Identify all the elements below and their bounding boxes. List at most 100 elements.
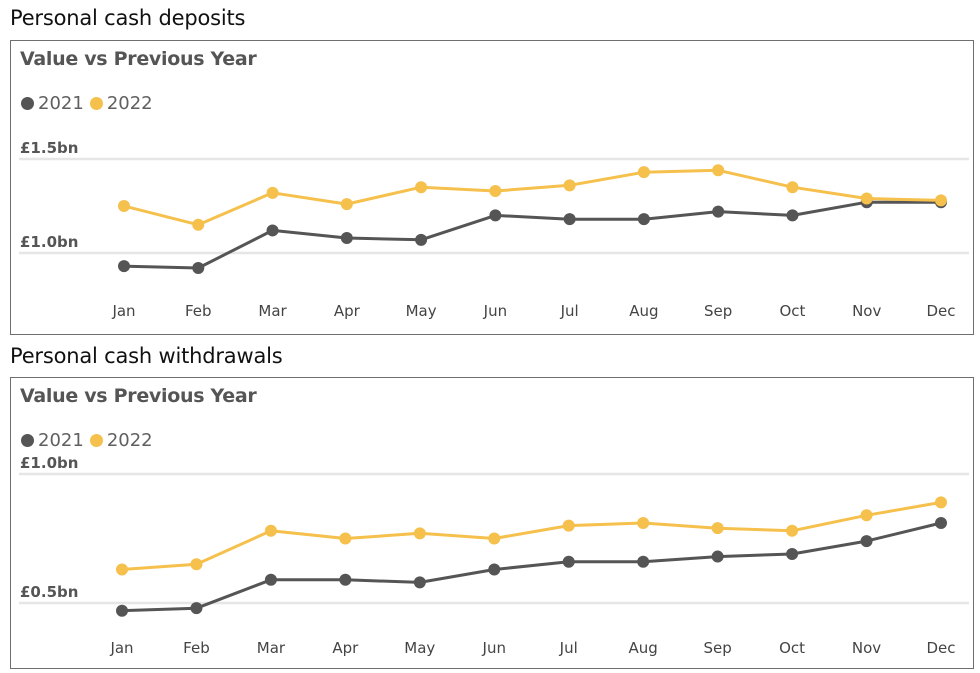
x-tick-label: Apr [332,639,359,657]
data-point-2021-jun [488,563,501,576]
data-point-2021-feb [190,602,203,615]
data-point-2022-dec [935,496,947,509]
data-point-2022-oct [786,524,799,537]
x-tick-label: Feb [185,302,212,320]
data-point-2022-aug [637,517,650,530]
x-tick-label: Oct [779,639,805,657]
legend-item-2021: 2021 [21,93,84,114]
data-point-2021-oct [786,209,799,222]
withdrawals-plot: £0.5bn £1.0bn Jan Feb Mar Apr May Jun Jul Aug Sep O… [19,454,969,657]
series-line-2022 [121,500,942,571]
withdrawals-panel-title: Value vs Previous Year [20,385,257,407]
y-tick-label: £1.5bn [20,139,78,157]
legend-marker-2022 [89,97,103,110]
x-tick-label: Sep [703,639,731,657]
x-tick-label: Oct [779,302,805,320]
x-tick-label: Aug [629,639,658,657]
deposits-plot: £1.0bn £1.5bn Jan Feb Mar Apr May Jun Jul Aug Sep O… [19,139,969,320]
y-tick-label: £0.5bn [20,583,78,601]
x-tick-label: Aug [629,302,658,320]
legend-label-2021: 2021 [38,93,84,114]
data-point-2022-jan [118,200,130,212]
data-point-2021-oct [786,547,799,560]
data-point-2022-may [413,527,426,540]
series-line-2021 [121,521,942,613]
x-tick-label: Jul [559,639,578,657]
withdrawals-section-title: Personal cash withdrawals [10,344,283,368]
data-point-2022-mar [264,524,277,537]
data-point-2021-apr [339,573,352,586]
legend-item-2022: 2022 [89,430,153,451]
y-tick-label: £1.0bn [20,454,78,472]
data-point-2022-jun [489,184,502,197]
x-tick-label: Jun [483,302,507,320]
data-point-2021-jun [489,209,502,222]
legend-item-2021: 2021 [21,430,84,451]
data-point-2022-feb [192,218,205,231]
x-tick-label: Jan [109,639,133,657]
data-point-2022-oct [786,181,799,194]
x-tick-label: Feb [183,639,210,657]
data-point-2021-nov [860,535,873,548]
legend-item-2022: 2022 [89,93,153,114]
data-point-2022-sep [711,522,724,535]
data-point-2022-apr [340,198,353,211]
data-point-2022-jan [116,563,128,576]
data-point-2022-jul [562,519,575,532]
deposits-panel-title: Value vs Previous Year [20,48,257,70]
deposits-chart-panel: Value vs Previous Year 2021 2022 £1.0bn £… [10,40,974,335]
x-tick-label: Jun [482,639,506,657]
x-tick-label: May [404,639,435,657]
data-point-2022-dec [935,194,947,207]
deposits-legend: 2021 2022 [21,93,159,114]
data-point-2022-sep [712,164,725,177]
data-point-2021-mar [264,573,277,586]
x-tick-label: Nov [852,302,881,320]
data-point-2021-may [415,233,428,246]
x-tick-label: May [406,302,437,320]
y-tick-label: £1.0bn [20,233,78,251]
withdrawals-chart-panel: Value vs Previous Year 2021 2022 £0.5bn £… [10,377,974,669]
data-point-2021-mar [266,224,279,237]
x-tick-label: Nov [852,639,881,657]
data-point-2022-mar [266,186,279,199]
deposits-section-title: Personal cash deposits [10,6,246,30]
data-point-2022-nov [860,192,873,205]
data-point-2021-dec [935,517,947,530]
data-point-2021-aug [637,555,650,568]
data-point-2022-apr [339,532,352,545]
data-point-2022-jul [563,179,576,192]
data-point-2021-may [413,576,426,589]
x-tick-label: Apr [334,302,361,320]
data-point-2022-may [415,181,428,194]
data-point-2022-nov [860,509,873,522]
legend-marker-2021 [21,434,34,447]
legend-label-2022: 2022 [106,430,153,451]
data-point-2022-feb [190,558,203,571]
x-tick-label: Dec [926,302,955,320]
series-line-2022 [123,168,942,227]
x-tick-label: Dec [926,639,955,657]
data-point-2021-jul [563,213,576,226]
x-tick-label: Jan [111,302,135,320]
data-point-2021-apr [340,231,353,244]
data-point-2021-sep [711,550,724,563]
data-point-2021-jan [116,604,128,617]
data-point-2021-sep [712,205,725,218]
x-tick-label: Mar [257,639,286,657]
data-point-2021-feb [192,262,205,275]
x-tick-label: Jul [560,302,579,320]
legend-marker-2021 [21,97,34,110]
data-point-2022-jun [488,532,501,545]
data-point-2021-jan [118,260,130,273]
data-point-2021-jul [562,555,575,568]
data-point-2022-aug [637,166,650,179]
legend-marker-2022 [89,434,103,447]
series-line-2021 [123,200,941,270]
data-point-2021-aug [637,213,650,226]
legend-label-2021: 2021 [38,430,84,451]
legend-label-2022: 2022 [106,93,153,114]
x-tick-label: Sep [704,302,732,320]
x-tick-label: Mar [258,302,287,320]
withdrawals-legend: 2021 2022 [21,430,159,451]
